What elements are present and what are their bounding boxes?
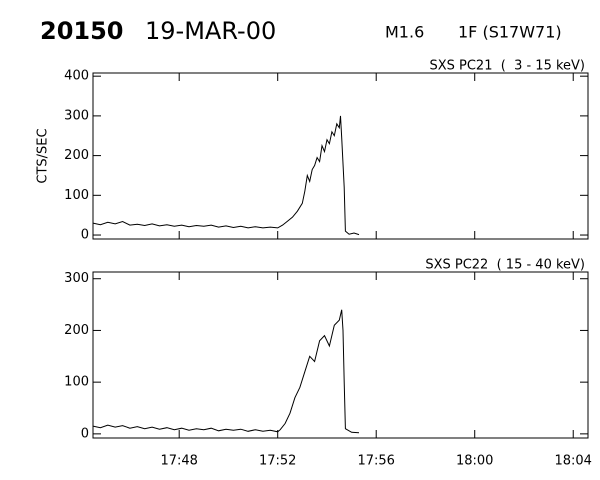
panel-title: SXS PC21 ( 3 - 15 keV) xyxy=(429,59,585,74)
panel-title: SXS PC22 ( 15 - 40 keV) xyxy=(425,258,585,273)
flare-location: 1F (S17W71) xyxy=(458,23,562,42)
y-tick-label: 100 xyxy=(64,375,89,390)
plot-frame xyxy=(92,271,589,439)
x-tick-label: 18:00 xyxy=(456,454,493,469)
date: 19-MAR-00 xyxy=(145,17,276,45)
y-tick-label: 0 xyxy=(81,426,89,441)
y-tick-label: 300 xyxy=(64,108,89,123)
y-tick-label: 400 xyxy=(64,69,89,84)
x-tick-label: 18:04 xyxy=(554,454,591,469)
y-tick-label: 300 xyxy=(64,271,89,286)
x-tick-label: 17:56 xyxy=(357,454,394,469)
y-axis-label: CTS/SEC xyxy=(36,128,51,183)
y-tick-label: 100 xyxy=(64,188,89,203)
y-tick-label: 200 xyxy=(64,148,89,163)
x-tick-label: 17:48 xyxy=(160,454,197,469)
y-tick-label: 0 xyxy=(81,228,89,243)
event-number: 20150 xyxy=(40,17,124,45)
x-tick-label: 17:52 xyxy=(259,454,296,469)
y-tick-label: 200 xyxy=(64,323,89,338)
data-line xyxy=(92,309,360,434)
data-line xyxy=(92,115,360,236)
flare-class: M1.6 xyxy=(385,23,424,42)
